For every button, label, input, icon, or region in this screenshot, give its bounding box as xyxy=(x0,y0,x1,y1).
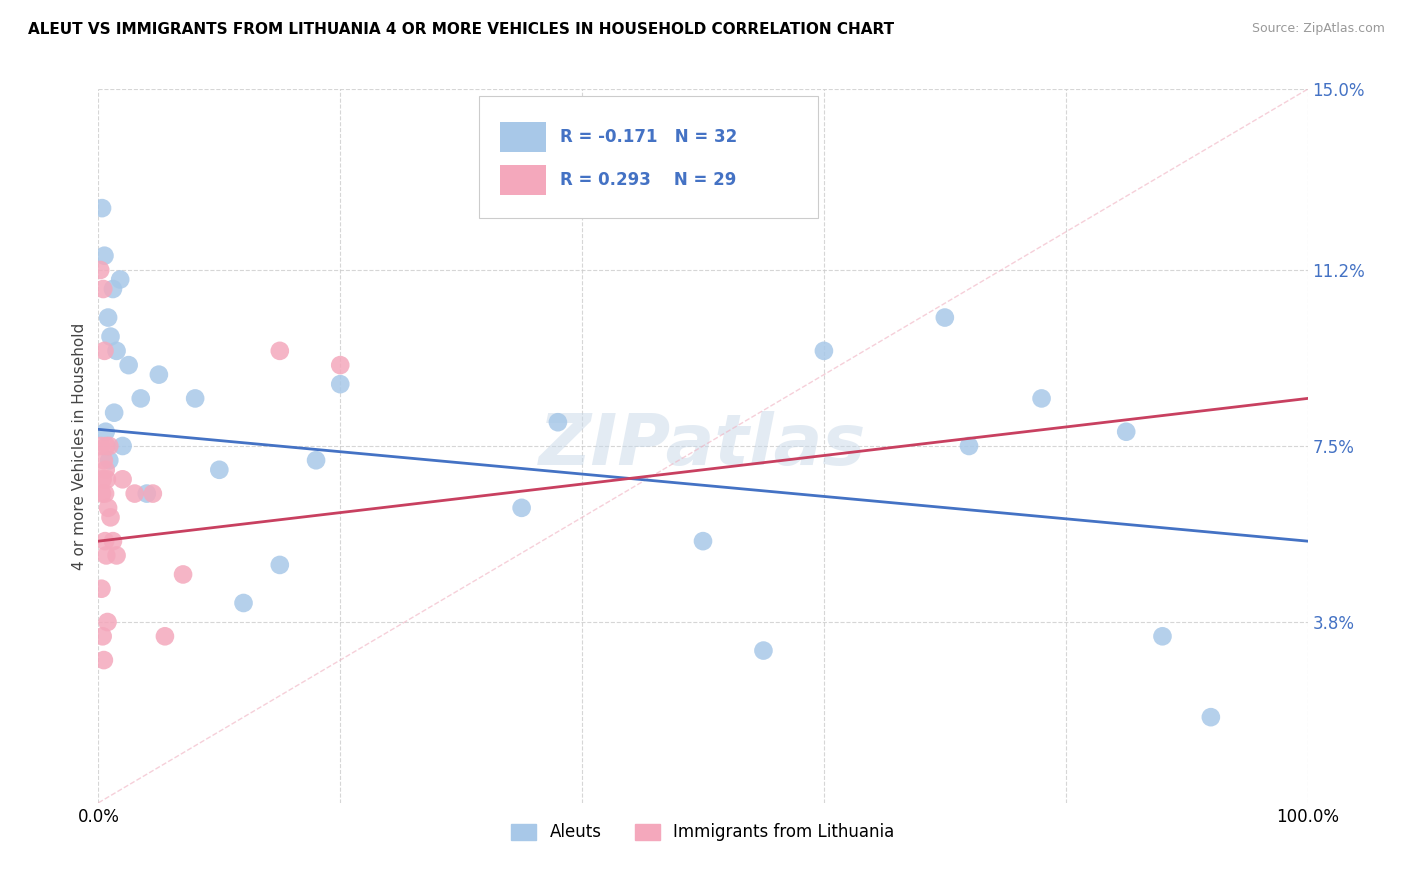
Point xyxy=(184,392,207,406)
Y-axis label: 4 or more Vehicles in Household: 4 or more Vehicles in Household xyxy=(72,322,87,570)
Point xyxy=(135,486,157,500)
Point xyxy=(269,343,291,358)
Point xyxy=(90,439,112,453)
Point xyxy=(100,510,122,524)
Point xyxy=(124,486,146,500)
Point xyxy=(232,596,254,610)
Point xyxy=(91,629,114,643)
Text: ZIPatlas: ZIPatlas xyxy=(540,411,866,481)
Point xyxy=(105,343,128,358)
Point xyxy=(692,534,714,549)
Point xyxy=(547,415,569,429)
Point xyxy=(103,406,125,420)
Point xyxy=(96,472,118,486)
Point xyxy=(1115,425,1137,439)
Point xyxy=(94,486,117,500)
Point xyxy=(305,453,328,467)
Point xyxy=(111,472,134,486)
Point xyxy=(96,439,118,453)
Point xyxy=(91,201,114,215)
Point xyxy=(96,549,118,563)
FancyBboxPatch shape xyxy=(479,96,818,218)
Text: ALEUT VS IMMIGRANTS FROM LITHUANIA 4 OR MORE VEHICLES IN HOUSEHOLD CORRELATION C: ALEUT VS IMMIGRANTS FROM LITHUANIA 4 OR … xyxy=(28,22,894,37)
Point xyxy=(101,534,124,549)
Point xyxy=(329,377,352,392)
Text: R = 0.293    N = 29: R = 0.293 N = 29 xyxy=(561,171,737,189)
Point xyxy=(90,582,112,596)
Point xyxy=(118,358,141,372)
FancyBboxPatch shape xyxy=(501,165,546,194)
Point xyxy=(142,486,165,500)
Point xyxy=(1152,629,1174,643)
Point xyxy=(91,486,114,500)
Point xyxy=(94,425,117,439)
Point xyxy=(1199,710,1222,724)
Point xyxy=(98,439,121,453)
Point xyxy=(208,463,231,477)
Point xyxy=(105,549,128,563)
Text: R = -0.171   N = 32: R = -0.171 N = 32 xyxy=(561,128,738,146)
FancyBboxPatch shape xyxy=(501,122,546,152)
Point xyxy=(96,615,118,629)
Point xyxy=(97,310,120,325)
Point xyxy=(510,500,533,515)
Point xyxy=(97,500,120,515)
Point xyxy=(269,558,291,572)
Point xyxy=(108,272,131,286)
Point xyxy=(91,282,114,296)
Point xyxy=(93,249,115,263)
Point xyxy=(957,439,980,453)
Point xyxy=(91,472,114,486)
Text: Source: ZipAtlas.com: Source: ZipAtlas.com xyxy=(1251,22,1385,36)
Point xyxy=(94,534,117,549)
Point xyxy=(101,282,124,296)
Point xyxy=(153,629,176,643)
Legend: Aleuts, Immigrants from Lithuania: Aleuts, Immigrants from Lithuania xyxy=(505,817,901,848)
Point xyxy=(813,343,835,358)
Point xyxy=(172,567,194,582)
Point xyxy=(89,263,111,277)
Point xyxy=(129,392,152,406)
Point xyxy=(148,368,170,382)
Point xyxy=(100,329,122,343)
Point xyxy=(752,643,775,657)
Point xyxy=(93,343,115,358)
Point xyxy=(93,653,115,667)
Point xyxy=(329,358,352,372)
Point xyxy=(934,310,956,325)
Point xyxy=(111,439,134,453)
Point xyxy=(98,453,121,467)
Point xyxy=(1031,392,1053,406)
Point xyxy=(93,453,115,467)
Point xyxy=(94,463,117,477)
